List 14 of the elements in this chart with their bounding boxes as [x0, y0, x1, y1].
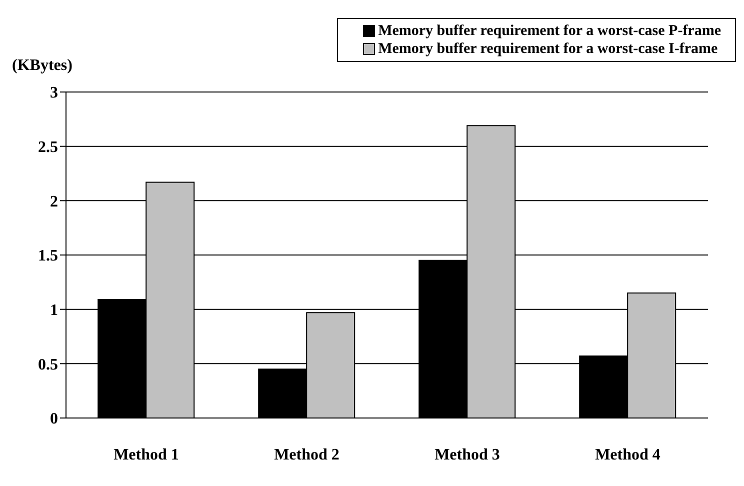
x-tick-label: Method 2	[274, 446, 340, 464]
y-tick-label: 2	[50, 193, 58, 210]
y-tick-label: 0	[50, 410, 58, 428]
y-tick-label: 2.5	[38, 139, 58, 156]
y-axis-title: (KBytes)	[12, 57, 72, 74]
y-tick-label: 0.5	[38, 356, 58, 374]
legend-label: Memory buffer requirement for a worst-case P-frame	[377, 22, 721, 40]
x-tick-label: Method 3	[434, 446, 500, 464]
legend-label: Memory buffer requirement for a worst-case I-frame	[377, 40, 719, 58]
x-tick-label: Method 1	[114, 446, 179, 464]
y-tick-label: 1	[50, 302, 58, 320]
y-tick-label: 3	[50, 84, 58, 102]
y-tick-label: 1.5	[38, 248, 58, 265]
x-tick-label: Method 4	[595, 446, 660, 464]
